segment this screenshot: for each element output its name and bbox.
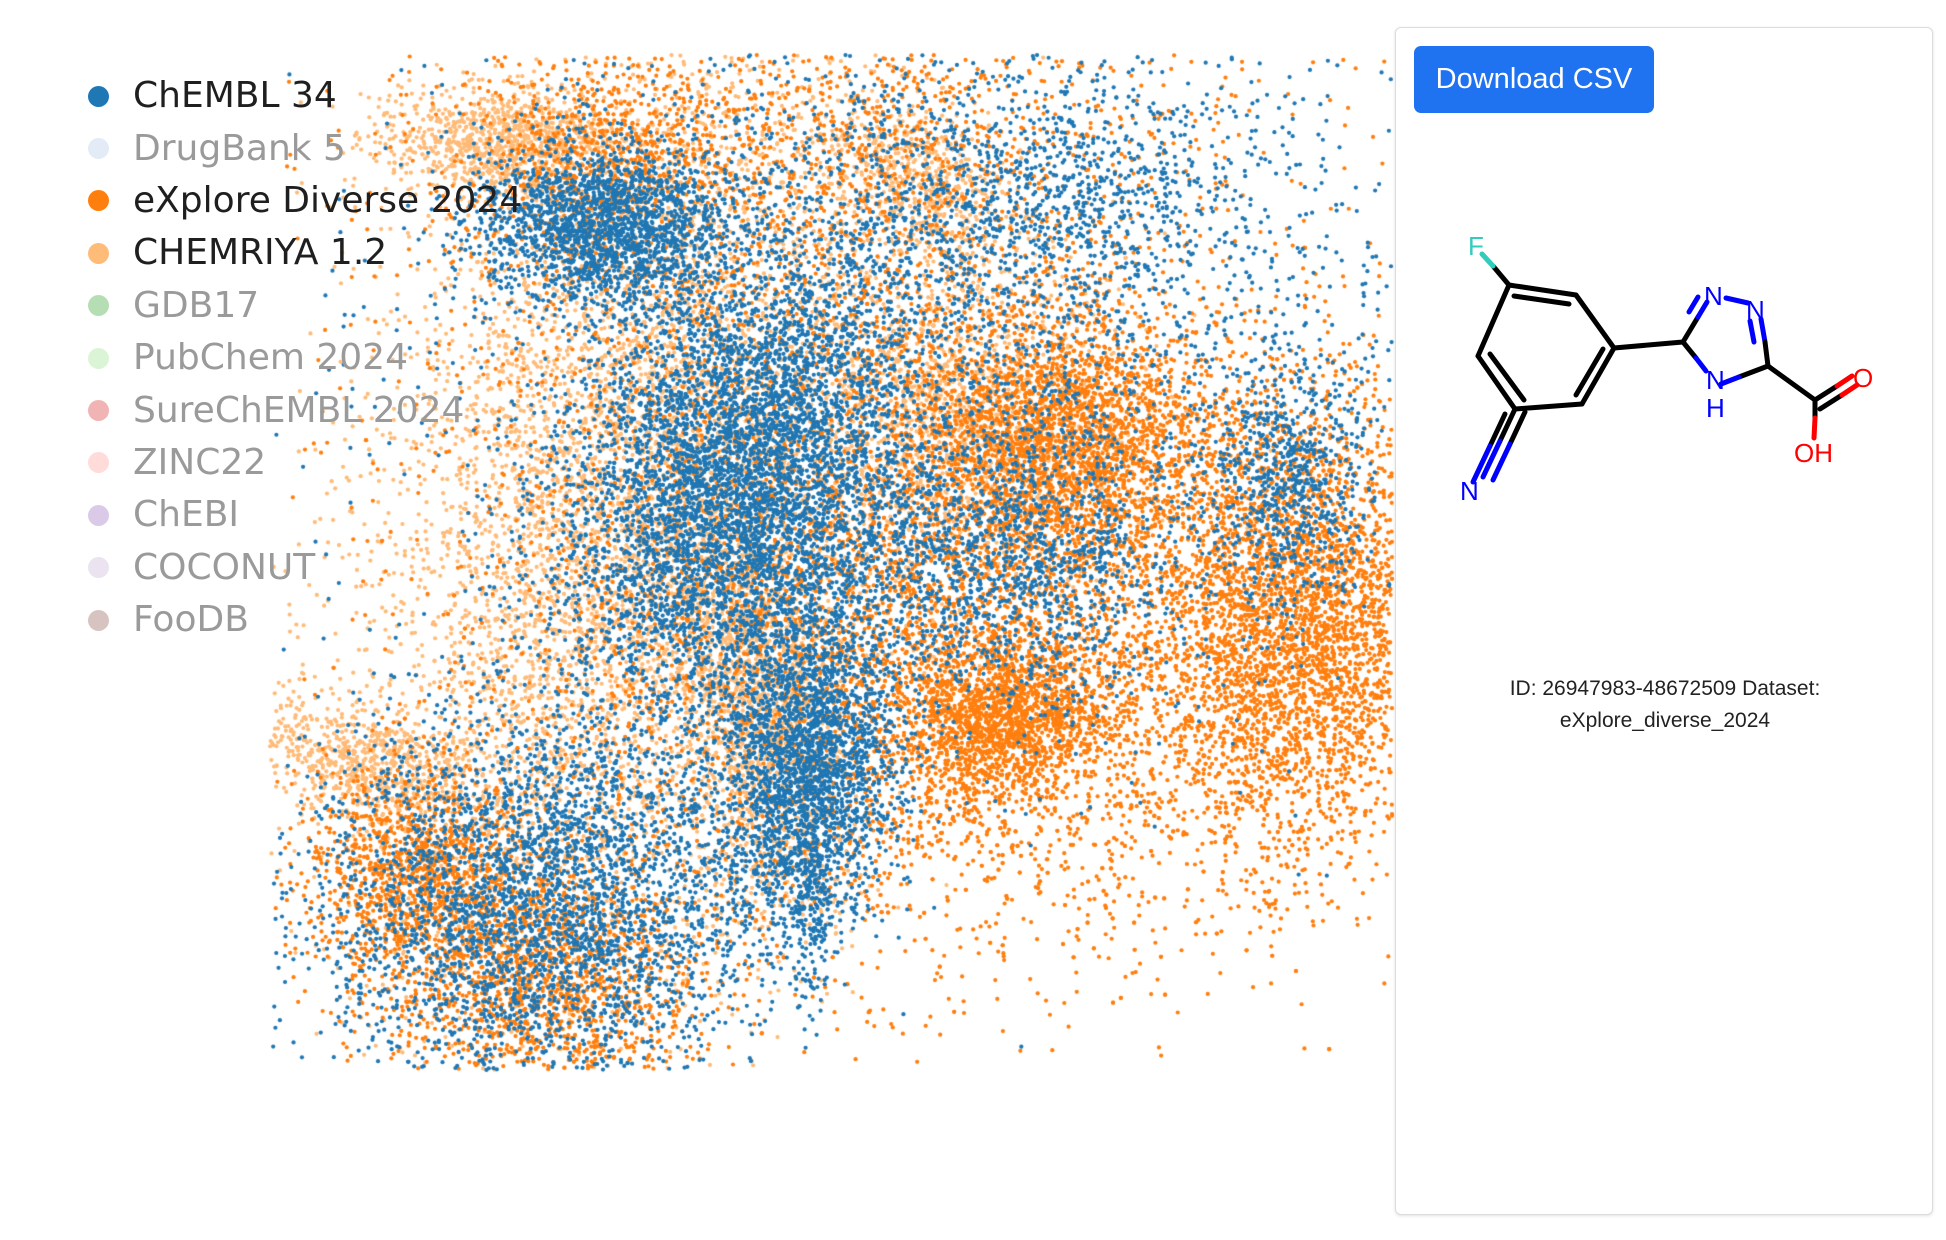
bond (1695, 299, 1710, 320)
bond (1470, 443, 1493, 485)
bond (1680, 339, 1699, 361)
legend-item-chebi[interactable]: ChEBI (88, 489, 522, 541)
bond (1487, 411, 1508, 449)
bond (1487, 351, 1527, 403)
legend-item-drugbank[interactable]: DrugBank 5 (88, 122, 522, 174)
legend-item-coconut[interactable]: COCONUT (88, 542, 522, 594)
bond (1573, 346, 1606, 398)
bond (1718, 374, 1742, 387)
molecule-info: ID: 26947983-48672509 Dataset: eXplore_d… (1426, 673, 1904, 737)
legend-label: CHEMRIYA 1.2 (133, 232, 388, 274)
legend-marker (88, 609, 109, 631)
bond (1475, 353, 1518, 412)
bond (1693, 355, 1709, 374)
legend-label: ChEBI (133, 494, 240, 536)
bond (1511, 293, 1572, 307)
legend-marker (88, 400, 109, 422)
legend-marker (88, 138, 109, 160)
legend-marker (88, 347, 109, 369)
bond (1834, 373, 1855, 389)
molecule-structure: F N N N N H O OH (1460, 231, 1873, 506)
legend-item-chemriya[interactable]: CHEMRIYA 1.2 (88, 227, 522, 279)
legend-label: ZINC22 (133, 441, 267, 483)
bond (1475, 282, 1512, 359)
bond (1811, 415, 1818, 441)
scatter-plot[interactable] (0, 0, 1395, 1240)
bond (1611, 339, 1686, 351)
legend-item-pubchem[interactable]: PubChem 2024 (88, 332, 522, 384)
atom-label: N (1706, 365, 1725, 395)
legend-marker (88, 85, 109, 107)
legend-label: DrugBank 5 (133, 127, 346, 169)
molecule-detail-panel: Download CSV (1395, 27, 1933, 1215)
atom-label: OH (1794, 438, 1833, 468)
legend-label: COCONUT (133, 546, 316, 588)
bond (1507, 409, 1528, 447)
legend: ChEMBL 34 DrugBank 5 eXplore Diverse 202… (88, 70, 522, 646)
molecule-id-text: ID: 26947983-48672509 Dataset: (1509, 677, 1821, 700)
legend-item-chembl[interactable]: ChEMBL 34 (88, 70, 522, 122)
legend-label: ChEMBL 34 (133, 75, 337, 117)
legend-item-surechembl[interactable]: SureChEMBL 2024 (88, 384, 522, 436)
atom-label: O (1853, 363, 1873, 393)
legend-item-foodb[interactable]: FooDB (88, 594, 522, 646)
bond (1479, 251, 1496, 269)
bond (1579, 345, 1617, 407)
legend-label: SureChEMBL 2024 (133, 389, 465, 431)
legend-label: PubChem 2024 (133, 337, 408, 379)
bond (1765, 363, 1818, 403)
bond (1490, 263, 1512, 288)
scatter-canvas[interactable] (0, 0, 1395, 1240)
legend-item-explore-diverse[interactable]: eXplore Diverse 2024 (88, 175, 522, 227)
legend-marker (88, 190, 109, 212)
bond (1573, 292, 1617, 351)
bond (1817, 392, 1845, 412)
download-csv-button[interactable]: Download CSV (1414, 46, 1654, 113)
bond (1497, 406, 1518, 444)
legend-marker (88, 504, 109, 526)
bond (1490, 441, 1513, 483)
atom-label: N (1704, 281, 1723, 311)
bond (1762, 339, 1771, 369)
legend-marker (88, 295, 109, 317)
atom-label: N (1460, 476, 1479, 506)
legend-marker (88, 452, 109, 474)
bond (1512, 401, 1585, 412)
bond (1680, 314, 1701, 345)
legend-item-zinc22[interactable]: ZINC22 (88, 437, 522, 489)
legend-marker (88, 242, 109, 264)
bond (1758, 316, 1768, 345)
bond (1812, 383, 1840, 403)
bond (1723, 295, 1751, 306)
legend-item-gdb17[interactable]: GDB17 (88, 280, 522, 332)
legend-label: FooDB (133, 599, 249, 641)
legend-label: GDB17 (133, 284, 260, 326)
bond (1736, 363, 1771, 380)
bond (1480, 438, 1503, 480)
atom-label: H (1706, 393, 1725, 423)
bond (1686, 294, 1701, 315)
legend-marker (88, 557, 109, 579)
atom-label: F (1468, 231, 1484, 261)
legend-label: eXplore Diverse 2024 (133, 179, 523, 221)
bond (1839, 382, 1860, 398)
atom-label: N (1746, 295, 1765, 325)
bond (1747, 318, 1757, 345)
bond (1506, 282, 1579, 298)
molecule-dataset-text: eXplore_diverse_2024 (1559, 709, 1771, 732)
